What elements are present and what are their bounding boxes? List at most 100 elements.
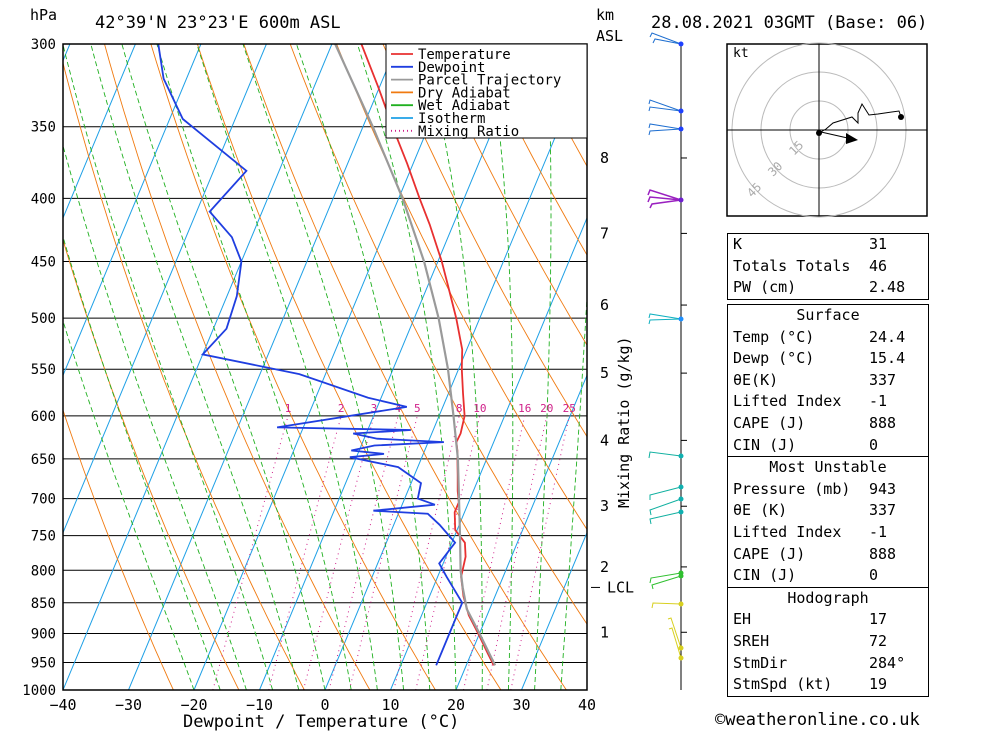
isotherm-line: [63, 44, 333, 690]
temperature-tick-label: −30: [115, 696, 142, 714]
pressure-tick-label: 800: [31, 563, 56, 579]
isotherm-line: [63, 44, 202, 377]
mu-cape-value: 888: [869, 544, 897, 563]
wind-barb: [651, 573, 684, 590]
eh-label: EH: [733, 610, 752, 629]
hodograph-stats-title: Hodograph: [728, 586, 928, 610]
pressure-tick-label: 950: [31, 655, 56, 671]
pressure-tick-label: 700: [31, 492, 56, 508]
lcl-label: LCL: [607, 578, 634, 596]
mixing-ratio-label: 20: [540, 402, 553, 415]
km-tick-label: 2: [600, 558, 609, 576]
mixing-ratio-label: 1: [285, 402, 292, 415]
wind-barb: [648, 99, 684, 114]
dry-adiabat-line: [63, 61, 305, 690]
pressure-tick-label: 650: [31, 452, 56, 468]
stmspd-value: 19: [869, 675, 888, 694]
legend-label: Dry Adiabat: [418, 85, 511, 101]
km-tick-label: 4: [600, 431, 609, 449]
km-tick-label: 5: [600, 364, 609, 382]
parcel-trajectory-line: [334, 44, 497, 666]
mixing-ratio-label: 3: [371, 402, 378, 415]
mu-li-label: Lifted Index: [733, 522, 842, 541]
wind-barbs: [647, 32, 684, 661]
pressure-tick-label: 500: [31, 311, 56, 327]
pressure-tick-label: 600: [31, 409, 56, 425]
mu-cin-label: CIN (J): [733, 566, 797, 585]
mixing-ratio-label: 2: [338, 402, 345, 415]
surface-cin-value: 0: [869, 435, 879, 454]
stmdir-label: StmDir: [733, 653, 788, 672]
mixing-ratio-line: [486, 415, 548, 690]
x-axis-title: Dewpoint / Temperature (°C): [183, 712, 459, 732]
k-value: 31: [869, 235, 888, 253]
isotherm-line: [0, 44, 4, 690]
wet-adiabat-line: [242, 44, 405, 690]
isotherm-line: [390, 216, 587, 690]
wet-adiabat-line: [296, 44, 431, 690]
wind-barb: [648, 451, 684, 459]
pressure-tick-label: 850: [31, 596, 56, 612]
mixing-ratio-label: 5: [414, 402, 421, 415]
dry-adiabat-line: [63, 408, 174, 690]
surface-theta-label: θE(K): [733, 370, 779, 389]
pw-label: PW (cm): [733, 278, 797, 297]
dry-adiabat-line: [987, 44, 1000, 690]
surface-li-label: Lifted Index: [733, 392, 842, 411]
mu-theta-label: θE (K): [733, 501, 788, 520]
plot-frame: [62, 43, 588, 691]
mixing-ratio-label: 8: [456, 402, 463, 415]
pressure-tick-label: 350: [31, 120, 56, 136]
temperature-tick-label: 0: [320, 696, 329, 714]
dry-adiabat-line: [940, 44, 1000, 690]
isotherm-line: [521, 531, 587, 690]
wind-barb: [649, 496, 684, 516]
credit-link[interactable]: ©weatheronline.co.uk: [715, 710, 920, 730]
wet-adiabat-line: [487, 44, 514, 690]
temperature-tick-label: −20: [180, 696, 207, 714]
mixing-ratio-line: [303, 415, 375, 690]
isotherm-line: [63, 44, 136, 220]
wet-adiabat-line: [90, 44, 300, 690]
stmdir-value: 284°: [869, 653, 906, 672]
dewpoint-line: [157, 44, 464, 666]
isotherm-line: [259, 44, 529, 690]
stmspd-label: StmSpd (kt): [733, 675, 833, 694]
wet-adiabat-line: [121, 44, 326, 690]
wind-barb: [649, 32, 684, 47]
surface-dewp-value: 15.4: [869, 349, 906, 368]
hodograph-unit: kt: [733, 46, 749, 61]
legend-label: Parcel Trajectory: [418, 73, 561, 89]
dry-adiabat-line: [429, 44, 587, 347]
legend-label: Mixing Ratio: [418, 124, 519, 140]
km-tick-label: 7: [600, 224, 609, 242]
wet-adiabat-line: [534, 44, 552, 690]
mu-pressure-value: 943: [869, 479, 897, 498]
km-tick-label: 6: [600, 296, 609, 314]
km-tick-label: 8: [600, 149, 609, 167]
hodograph-trace: [818, 102, 902, 134]
mu-cin-value: 0: [869, 566, 879, 585]
isotherm-line: [455, 374, 587, 690]
dry-adiabat-line: [336, 44, 587, 531]
temperature-tick-label: 20: [447, 696, 465, 714]
sreh-label: SREH: [733, 631, 770, 650]
pressure-tick-label: 1000: [22, 683, 56, 699]
surface-li-value: -1: [869, 392, 888, 411]
most-unstable-title: Most Unstable: [728, 456, 928, 479]
surface-temp-label: Temp (°C): [733, 327, 815, 346]
surface-panel: Surface Temp (°C) 24.4 Dewp (°C) 15.4 θE(K…: [727, 304, 929, 697]
wet-adiabat-line: [196, 44, 378, 690]
indices-panel: K 31 Totals Totals 46 PW (cm) 2.48: [727, 233, 929, 300]
pressure-unit: hPa: [30, 6, 57, 24]
legend-label: Temperature: [418, 47, 511, 63]
asl-unit: ASL: [596, 27, 623, 45]
legend-label: Dewpoint: [418, 60, 485, 76]
pressure-tick-label: 550: [31, 362, 56, 378]
surface-title: Surface: [796, 306, 860, 324]
totals-totals-label: Totals Totals: [733, 256, 851, 275]
surface-cin-label: CIN (J): [733, 435, 797, 454]
wind-barb: [649, 484, 684, 500]
